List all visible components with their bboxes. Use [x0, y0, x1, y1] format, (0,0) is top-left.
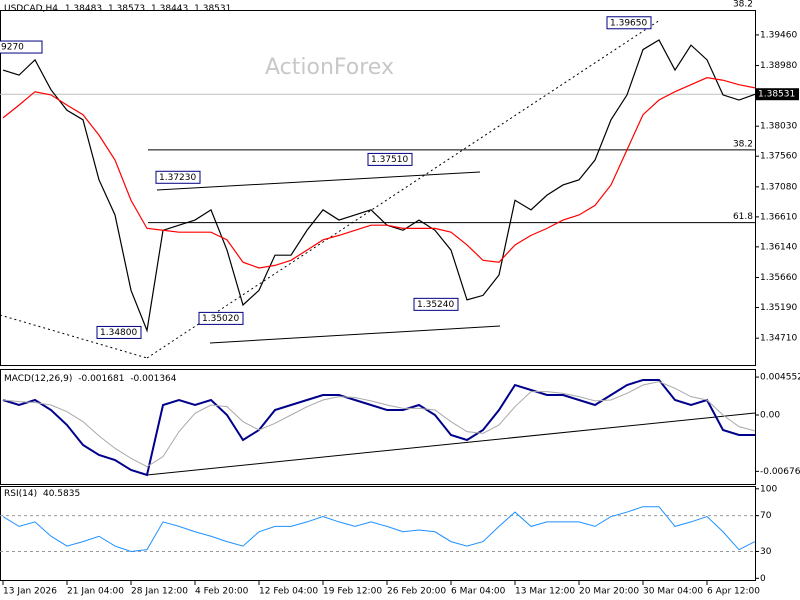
y-tick-label: 30 — [760, 547, 772, 557]
price-header: USDCAD,H4 1.38483 1.38573 1.38443 1.3853… — [4, 4, 231, 14]
x-tick-label: 6 Apr 12:00 — [707, 587, 760, 597]
rsi-panel — [0, 486, 756, 581]
rsi-header: RSI(14) 40.5835 — [4, 489, 80, 499]
x-tick-label: 12 Feb 04:00 — [259, 587, 318, 597]
ohlc-value: 1.38531 — [194, 4, 231, 14]
trendline — [146, 19, 661, 359]
x-tick-label: 13 Mar 12:00 — [515, 587, 575, 597]
price-label: 1.35240 — [417, 300, 454, 310]
y-tick-label: 100 — [760, 484, 777, 494]
indicator-value: -0.001364 — [130, 374, 176, 384]
x-tick-label: 13 Jan 2026 — [3, 587, 57, 597]
indicator-name: MACD(12,26,9) — [4, 374, 72, 384]
y-tick-label: 1.38980 — [760, 61, 797, 71]
current-price-label: 1.38531 — [758, 90, 795, 100]
series-line — [2, 77, 756, 269]
fib-label: 38.2 — [733, 0, 753, 10]
y-tick-label: 1.35190 — [760, 303, 797, 313]
macd-header: MACD(12,26,9) -0.001681 -0.001364 — [4, 374, 177, 384]
ohlc-value: 1.38573 — [108, 4, 145, 14]
y-tick-label: 0.004552 — [760, 373, 800, 383]
price-label-box — [0, 40, 43, 54]
y-tick-label: 70 — [760, 511, 772, 521]
fib-label: 61.8 — [733, 212, 753, 222]
series-line — [2, 381, 756, 468]
y-tick-label: 0 — [760, 574, 766, 584]
series-line — [2, 379, 755, 477]
trendline — [209, 325, 501, 344]
trendline — [156, 171, 481, 191]
price-label: 1.37510 — [371, 155, 408, 165]
price-label-box — [198, 311, 244, 325]
price-label: 1.37230 — [159, 173, 196, 183]
x-tick-label: 4 Feb 20:00 — [195, 587, 249, 597]
indicator-value: -0.001681 — [78, 374, 124, 384]
y-tick-label: 1.37080 — [760, 182, 797, 192]
y-tick-label: 1.39460 — [760, 30, 797, 40]
x-tick-label: 19 Feb 12:00 — [323, 587, 382, 597]
series-line — [2, 506, 756, 552]
y-tick-label: 1.37560 — [760, 152, 797, 162]
indicator-value: 40.5835 — [43, 489, 80, 499]
price-label-box — [367, 152, 413, 166]
watermark: ActionForex — [265, 55, 394, 80]
price-label: 1.34800 — [100, 328, 137, 338]
ohlc-value: 1.38483 — [65, 4, 102, 14]
y-tick-label: 0.00 — [760, 411, 780, 421]
x-tick-label: 20 Mar 20:00 — [579, 587, 639, 597]
x-tick-label: 30 Mar 04:00 — [643, 587, 703, 597]
y-tick-label: 1.34710 — [760, 334, 797, 344]
y-tick-label: 1.36140 — [760, 242, 797, 252]
price-panel — [0, 10, 756, 366]
fib-label: 38.2 — [733, 139, 753, 149]
y-tick-label: -0.006764 — [760, 467, 800, 477]
series-line — [2, 39, 756, 333]
price-label: 1.35020 — [202, 314, 239, 324]
trendline — [0, 314, 148, 359]
y-tick-label: 1.35660 — [760, 273, 797, 283]
price-label-box — [606, 16, 652, 30]
x-tick-label: 26 Feb 20:00 — [387, 587, 446, 597]
ohlc-value: 1.38443 — [151, 4, 188, 14]
y-tick-label: 1.36610 — [760, 212, 797, 222]
indicator-name: RSI(14) — [4, 489, 37, 499]
macd-panel — [0, 369, 756, 485]
x-tick-label: 6 Mar 04:00 — [451, 587, 506, 597]
x-tick-label: 21 Jan 04:00 — [67, 587, 124, 597]
trendline — [146, 412, 756, 476]
price-label-box — [413, 297, 459, 311]
x-tick-label: 28 Jan 12:00 — [131, 587, 188, 597]
price-label-box — [96, 325, 142, 339]
price-label: 1.39650 — [610, 18, 647, 28]
price-label: 9270 — [1, 43, 24, 53]
y-tick-label: 1.38030 — [760, 122, 797, 132]
current-price-box — [755, 88, 799, 101]
price-label-box — [155, 170, 201, 184]
symbol: USDCAD,H4 — [4, 4, 58, 14]
